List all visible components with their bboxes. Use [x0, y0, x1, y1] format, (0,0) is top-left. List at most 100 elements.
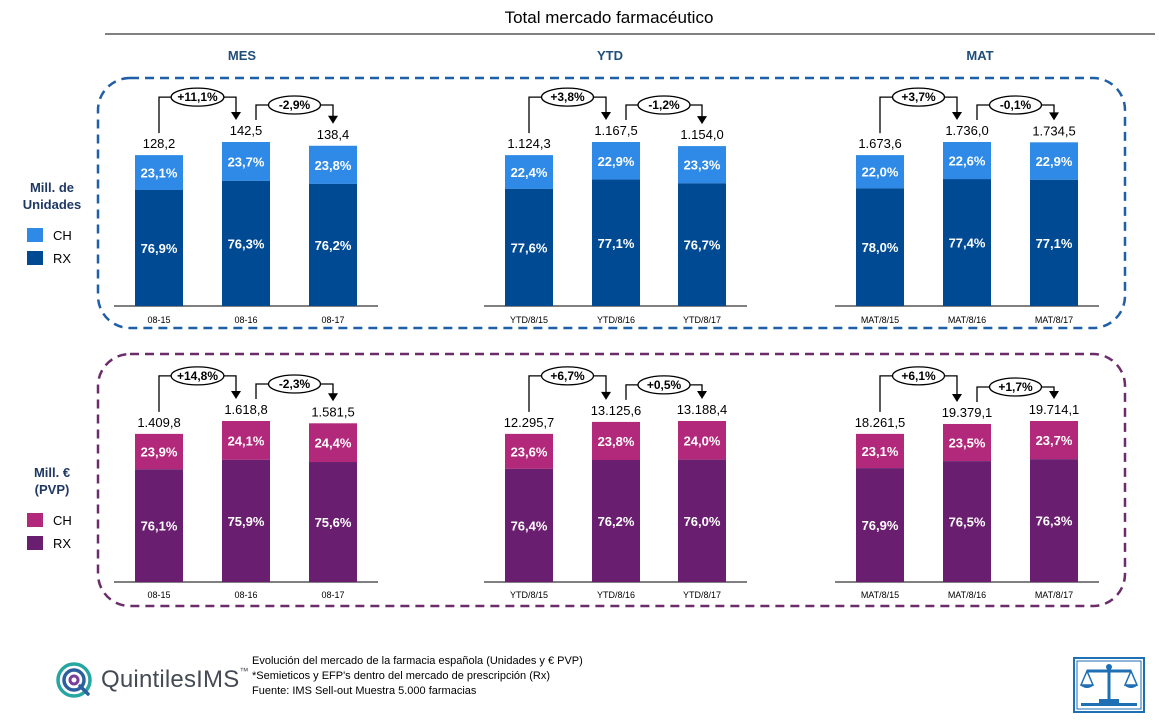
growth-arrowhead-euro-mat-1: [1049, 391, 1059, 399]
bar-rx-euro-mes-0: [135, 469, 183, 582]
bar-rx-units-mat-0: [856, 188, 904, 306]
tick-label-euro-ytd-2: YTD/8/17: [683, 590, 721, 600]
column-header-ytd: YTD: [597, 48, 623, 63]
growth-bubble-euro-mes-0: [170, 366, 225, 386]
bar-rx-units-ytd-2: [678, 183, 726, 306]
growth-label-euro-mat-0: +6,1%: [901, 369, 936, 383]
data-label-rx-euro-mat-1: 76,5%: [949, 515, 986, 530]
total-label-euro-ytd-1: 13.125,6: [591, 403, 642, 418]
data-label-ch-euro-ytd-1: 23,8%: [598, 434, 635, 449]
bar-ch-units-mes-2: [309, 145, 357, 184]
tick-label-euro-mes-0: 08-15: [147, 590, 170, 600]
growth-arrowhead-units-mes-0: [231, 112, 241, 120]
tick-label-units-mes-0: 08-15: [147, 315, 170, 325]
tick-label-units-mat-0: MAT/8/15: [861, 315, 899, 325]
data-label-ch-euro-ytd-0: 23,6%: [511, 444, 548, 459]
legend-title-units: Mill. de: [30, 180, 74, 195]
data-label-rx-euro-mat-0: 76,9%: [862, 518, 899, 533]
legend-label-ch-euro: CH: [53, 513, 72, 528]
growth-label-units-mes-1: -2,9%: [279, 98, 311, 112]
total-label-units-mes-0: 128,2: [143, 136, 176, 151]
total-label-units-ytd-2: 1.154,0: [680, 127, 723, 142]
bar-ch-units-ytd-1: [592, 142, 640, 180]
data-label-rx-euro-ytd-1: 76,2%: [598, 514, 635, 529]
bar-rx-units-mes-0: [135, 189, 183, 306]
total-label-euro-mes-0: 1.409,8: [137, 415, 180, 430]
data-label-ch-units-ytd-2: 23,3%: [684, 158, 721, 173]
growth-arrowhead-euro-mat-0: [952, 393, 962, 402]
data-label-rx-units-mes-2: 76,2%: [315, 238, 352, 253]
growth-arrowhead-euro-mes-1: [328, 393, 338, 402]
total-label-units-mat-0: 1.673,6: [858, 136, 901, 151]
total-label-euro-mat-2: 19.714,1: [1029, 402, 1080, 417]
data-label-rx-euro-mes-1: 75,9%: [228, 514, 265, 529]
total-label-units-ytd-0: 1.124,3: [507, 136, 550, 151]
legend-swatch-ch-units: [27, 228, 43, 242]
total-label-euro-mat-1: 19.379,1: [942, 405, 993, 420]
growth-bubble-euro-mes-1: [267, 374, 322, 394]
growth-label-euro-ytd-0: +6,7%: [550, 369, 585, 383]
data-label-rx-units-mat-1: 77,4%: [949, 236, 986, 251]
growth-label-units-mes-0: +11,1%: [177, 90, 218, 104]
growth-label-euro-ytd-1: +0,5%: [647, 378, 682, 392]
bar-ch-euro-mes-0: [135, 433, 183, 470]
growth-arrowhead-euro-ytd-0: [601, 391, 611, 400]
data-label-ch-euro-ytd-2: 24,0%: [684, 433, 721, 448]
quintilesims-logo-icon: [56, 662, 92, 698]
logo-text: QuintilesIMS™: [101, 666, 249, 693]
data-label-ch-euro-mes-2: 24,4%: [315, 436, 352, 451]
bar-ch-units-mat-0: [856, 155, 904, 189]
bar-ch-euro-mat-1: [943, 423, 991, 462]
bar-ch-euro-ytd-1: [592, 421, 640, 461]
tick-label-units-ytd-0: YTD/8/15: [510, 315, 548, 325]
tick-label-units-ytd-1: YTD/8/16: [597, 315, 635, 325]
bar-rx-euro-mes-1: [222, 459, 270, 582]
growth-label-euro-mes-0: +14,8%: [177, 369, 218, 383]
growth-label-units-mat-0: +3,7%: [901, 90, 936, 104]
growth-bubble-units-mes-1: [267, 95, 322, 115]
tick-label-euro-mes-1: 08-16: [234, 590, 257, 600]
bar-rx-euro-mat-2: [1030, 459, 1078, 582]
tick-label-euro-mat-2: MAT/8/17: [1035, 590, 1073, 600]
legend-swatch-rx-euro: [27, 536, 43, 550]
footer-line-1: Evolución del mercado de la farmacia esp…: [252, 655, 583, 667]
bar-rx-euro-ytd-2: [678, 459, 726, 582]
data-label-rx-euro-mes-0: 76,1%: [141, 519, 178, 534]
growth-arrowhead-units-ytd-1: [697, 116, 707, 125]
bar-ch-units-mes-0: [135, 155, 183, 190]
tick-label-units-mes-1: 08-16: [234, 315, 257, 325]
data-label-ch-euro-mes-1: 24,1%: [228, 433, 265, 448]
bar-rx-units-mes-1: [222, 180, 270, 306]
data-label-rx-units-ytd-0: 77,6%: [511, 240, 548, 255]
data-label-ch-units-mat-1: 22,6%: [949, 154, 986, 169]
growth-bubble-units-mes-0: [170, 87, 225, 107]
growth-arrowhead-euro-mes-0: [231, 391, 241, 399]
bar-ch-euro-mat-0: [856, 433, 904, 469]
growth-bubble-euro-ytd-1: [637, 375, 691, 395]
quintilesims-logo: QuintilesIMS™: [55, 660, 249, 700]
growth-label-units-ytd-0: +3,8%: [550, 90, 585, 104]
bar-ch-euro-mes-1: [222, 421, 270, 460]
bar-ch-euro-ytd-2: [678, 421, 726, 460]
total-label-units-mat-2: 1.734,5: [1032, 123, 1075, 138]
bar-ch-units-mes-1: [222, 142, 270, 181]
panel-border-euro: [96, 352, 1127, 608]
growth-bubble-units-ytd-1: [637, 95, 691, 115]
total-label-euro-ytd-2: 13.188,4: [677, 402, 728, 417]
data-label-ch-units-ytd-0: 22,4%: [511, 165, 548, 180]
data-label-ch-units-mes-2: 23,8%: [315, 158, 352, 173]
total-label-euro-mes-1: 1.618,8: [224, 402, 267, 417]
growth-bubble-euro-mat-1: [988, 377, 1043, 397]
bar-ch-units-ytd-2: [678, 146, 726, 184]
data-label-rx-units-mes-0: 76,9%: [141, 241, 178, 256]
growth-label-units-ytd-1: -1,2%: [648, 98, 680, 112]
data-label-rx-euro-ytd-0: 76,4%: [511, 518, 548, 533]
bar-rx-euro-mat-0: [856, 468, 904, 582]
data-label-ch-euro-mes-0: 23,9%: [141, 445, 178, 460]
data-label-ch-euro-mat-2: 23,7%: [1036, 433, 1073, 448]
legend-label-ch-units: CH: [53, 228, 72, 243]
legend-swatch-rx-units: [27, 251, 43, 265]
bar-ch-euro-ytd-0: [505, 433, 553, 469]
total-label-units-ytd-1: 1.167,5: [594, 123, 637, 138]
